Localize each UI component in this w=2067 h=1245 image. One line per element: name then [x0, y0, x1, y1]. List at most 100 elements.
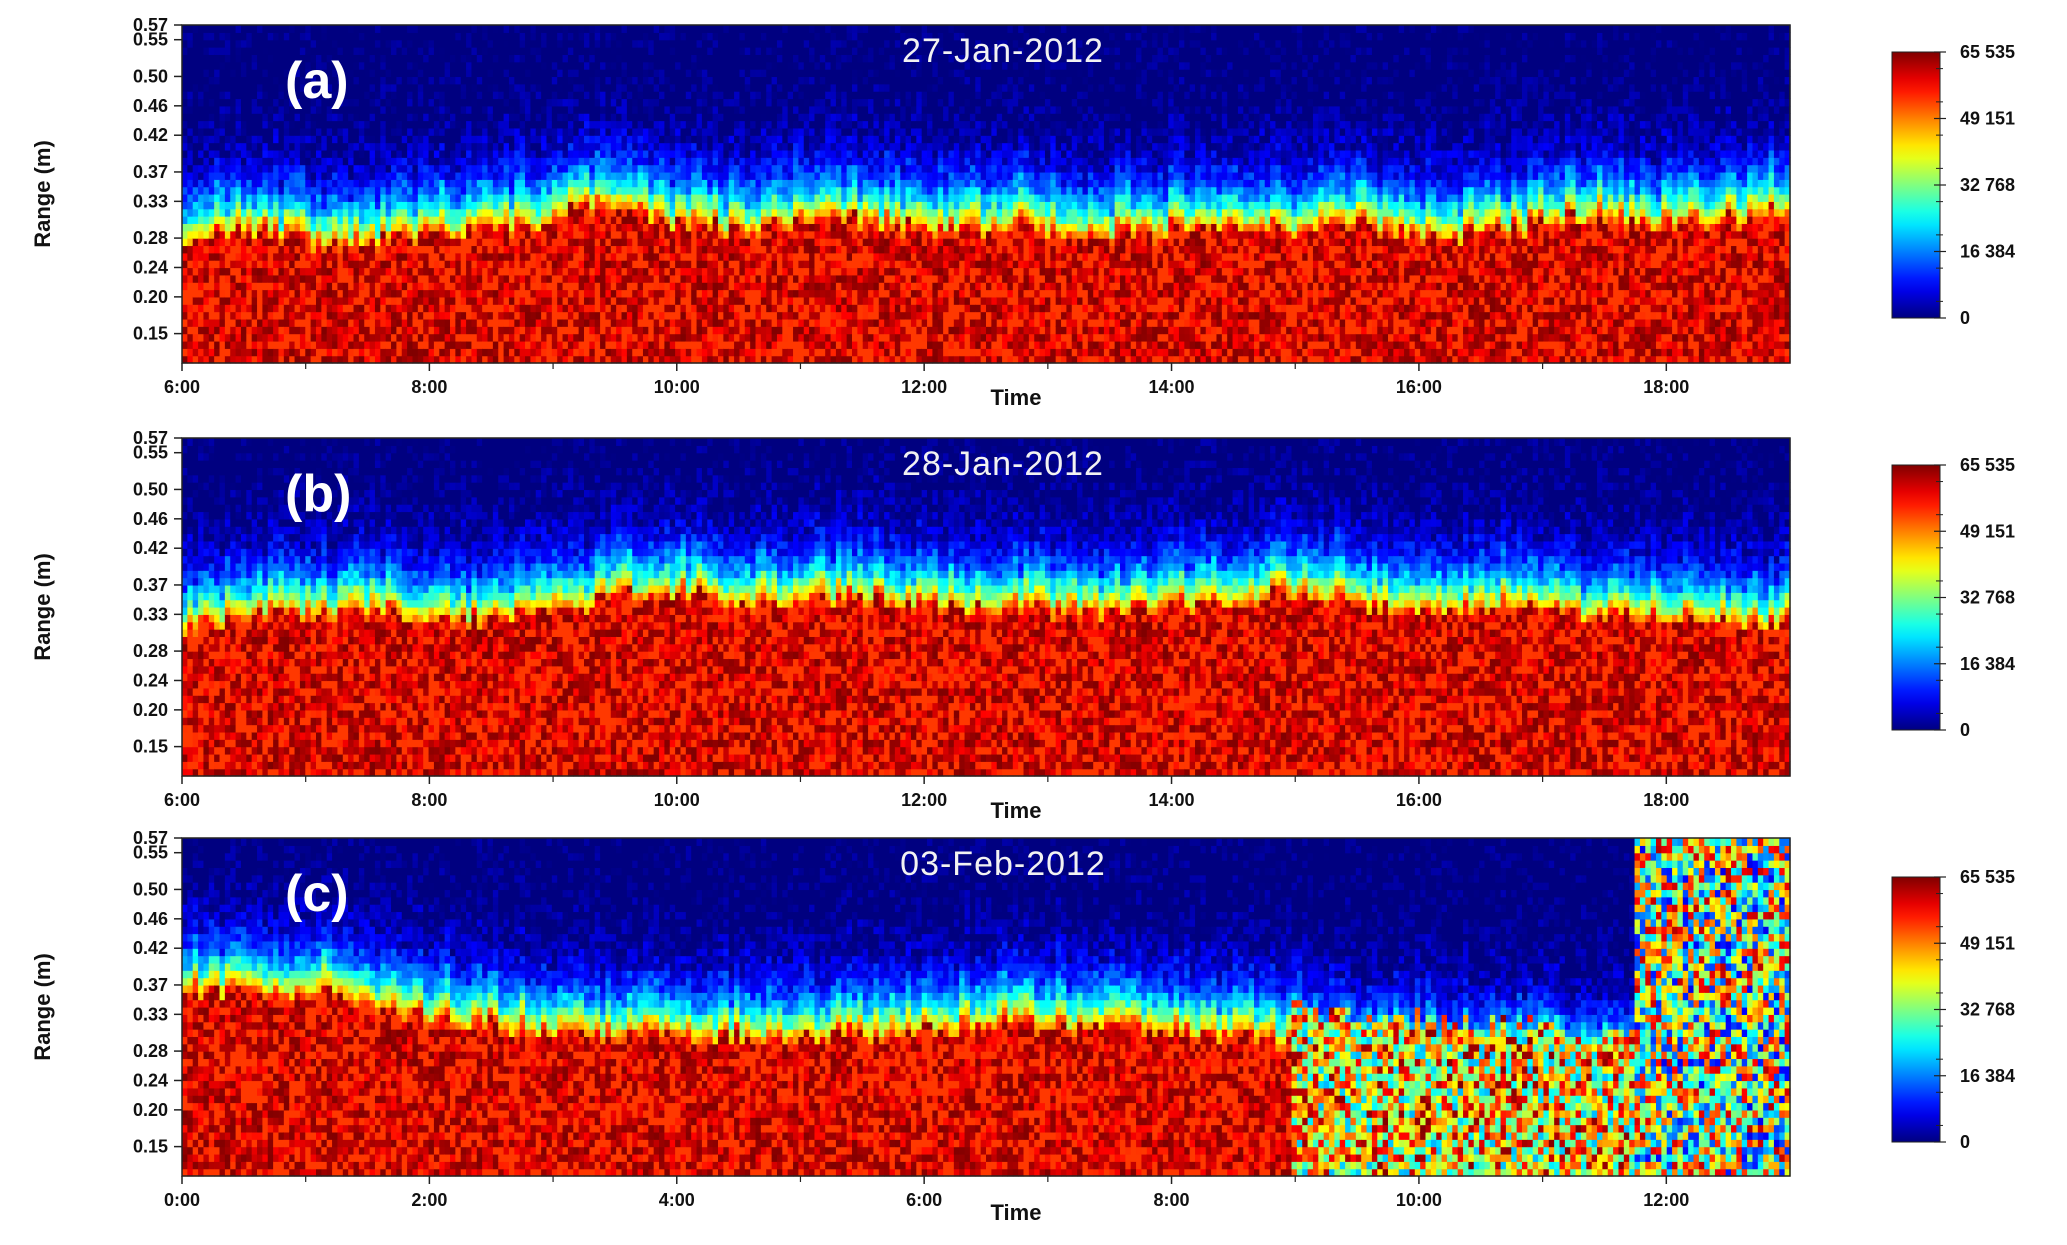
heatmap-cell [359, 187, 365, 195]
heatmap-cell [241, 267, 247, 275]
heatmap-cell [418, 91, 424, 99]
heatmap-cell [370, 54, 376, 62]
heatmap-cell [868, 297, 874, 305]
heatmap-cell [707, 201, 713, 209]
heatmap-cell [841, 47, 847, 55]
heatmap-cell [809, 253, 815, 261]
heatmap-cell [638, 282, 644, 290]
heatmap-cell [793, 282, 799, 290]
heatmap-cell [236, 267, 242, 282]
heatmap-cell [680, 341, 686, 349]
heatmap-cell [375, 267, 381, 275]
heatmap-cell [793, 216, 799, 224]
heatmap-cell [777, 143, 783, 151]
heatmap-cell [241, 326, 247, 334]
heatmap-cell [868, 238, 874, 246]
heatmap-cell [477, 25, 483, 55]
heatmap-cell [820, 54, 826, 62]
heatmap-cell [798, 216, 804, 224]
heatmap-cell [541, 25, 547, 33]
heatmap-cell [370, 304, 376, 312]
heatmap-cell [509, 201, 515, 209]
heatmap-cell [520, 113, 526, 121]
heatmap-cell [723, 150, 729, 158]
heatmap-cell [863, 194, 869, 202]
heatmap-cell [396, 201, 402, 209]
heatmap-cell [311, 194, 317, 202]
heatmap-cell [214, 216, 220, 224]
heatmap-cell [546, 312, 552, 320]
heatmap-cell [236, 253, 242, 261]
heatmap-cell [622, 267, 628, 275]
heatmap-cell [664, 348, 670, 356]
heatmap-cell [187, 172, 193, 180]
heatmap-cell [777, 121, 783, 129]
heatmap-cell [477, 282, 483, 290]
heatmap-cell [252, 275, 258, 283]
heatmap-cell [504, 312, 510, 320]
heatmap-cell [852, 290, 858, 305]
heatmap-cell [798, 128, 804, 136]
heatmap-cell [230, 98, 236, 106]
heatmap-cell [782, 348, 788, 356]
heatmap-cell [804, 245, 810, 253]
heatmap-cell [455, 25, 461, 33]
heatmap-cell [407, 128, 413, 136]
heatmap-cell [488, 253, 494, 261]
heatmap-cell [798, 76, 804, 84]
heatmap-cell [563, 275, 569, 283]
heatmap-cell [541, 223, 547, 231]
heatmap-cell [498, 231, 504, 239]
heatmap-cell [766, 106, 772, 121]
heatmap-cell [525, 209, 531, 217]
heatmap-cell [514, 143, 520, 151]
heatmap-cell [729, 326, 735, 334]
heatmap-cell [450, 238, 456, 246]
heatmap-cell [675, 348, 681, 356]
heatmap-cell [595, 334, 601, 342]
heatmap-cell [632, 304, 638, 312]
heatmap-cell [680, 32, 686, 40]
heatmap-cell [493, 32, 499, 55]
heatmap-cell [203, 165, 209, 173]
heatmap-cell [680, 106, 686, 114]
heatmap-cell [525, 194, 531, 202]
heatmap-cell [514, 290, 520, 305]
heatmap-cell [509, 194, 515, 202]
heatmap-cell [820, 84, 826, 99]
heatmap-cell [257, 319, 263, 327]
heatmap-cell [552, 297, 558, 305]
heatmap-cell [664, 113, 670, 121]
heatmap-cell [332, 282, 338, 290]
heatmap-cell [482, 260, 488, 268]
heatmap-cell [520, 47, 526, 55]
heatmap-cell [772, 91, 778, 99]
heatmap-cell [616, 76, 622, 84]
heatmap-cell [552, 157, 558, 165]
heatmap-cell [198, 157, 204, 165]
heatmap-cell [450, 187, 456, 195]
heatmap-cell [461, 341, 467, 349]
heatmap-cell [268, 348, 274, 356]
heatmap-cell [541, 282, 547, 290]
heatmap-cell [541, 62, 547, 70]
heatmap-cell [718, 172, 724, 180]
heatmap-cell [525, 76, 531, 91]
heatmap-cell [214, 334, 220, 342]
heatmap-cell [611, 32, 617, 40]
heatmap-cell [402, 348, 408, 356]
heatmap-cell [525, 304, 531, 312]
heatmap-cell [702, 194, 708, 202]
heatmap-cell [804, 312, 810, 320]
heatmap-cell [750, 135, 756, 143]
heatmap-cell [445, 348, 451, 356]
heatmap-cell [713, 91, 719, 99]
heatmap-cell [305, 275, 311, 283]
heatmap-cell [680, 304, 686, 312]
heatmap-cell [820, 113, 826, 128]
heatmap-cell [182, 231, 188, 239]
heatmap-cell [622, 76, 628, 84]
heatmap-cell [193, 260, 199, 268]
heatmap-cell [402, 47, 408, 55]
heatmap-cell [756, 98, 762, 135]
